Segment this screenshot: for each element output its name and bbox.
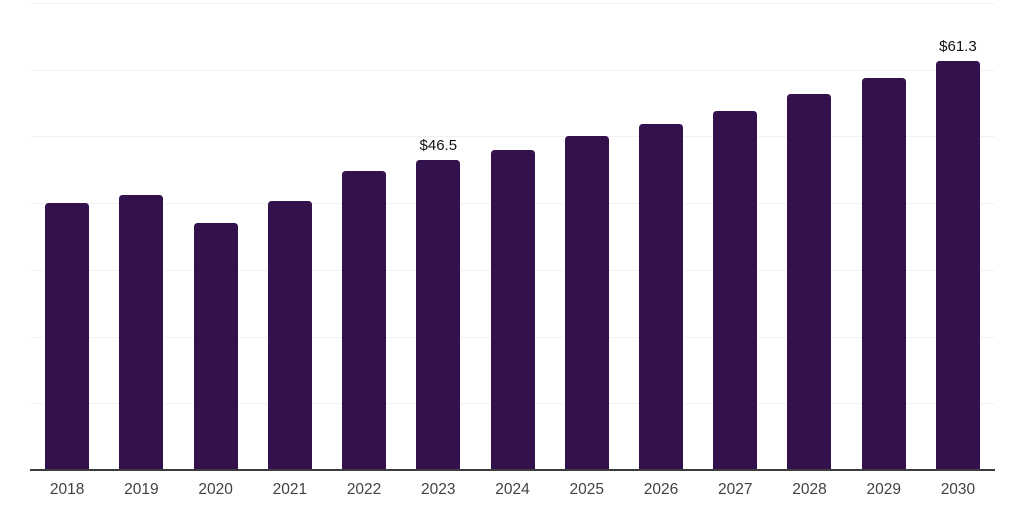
x-tick-2030: 2030 [940, 481, 976, 498]
value-label-2030: $61.3 [939, 38, 977, 56]
bar-slot-2024 [475, 3, 549, 470]
x-tick-2029: 2029 [866, 481, 901, 498]
x-tick-2028: 2028 [792, 481, 827, 498]
x-tick-2022: 2022 [346, 481, 382, 498]
bar-2024 [490, 149, 535, 470]
gridline-50 [30, 136, 995, 138]
x-tick-2018: 2018 [49, 481, 85, 498]
bar-2019 [119, 195, 164, 470]
bar-2020 [193, 222, 238, 470]
bar-slot-2029 [847, 3, 921, 470]
bar-slot-2022 [327, 3, 401, 470]
x-tick-2021: 2021 [272, 481, 308, 498]
bar-2018 [45, 203, 90, 470]
x-axis-labels: 2018 2019 2020 2021 2022 2023 2024 2025 2026 2027… [30, 482, 995, 498]
x-tick-2025: 2025 [569, 481, 604, 498]
x-tick-2020: 2020 [198, 481, 233, 498]
bar-2029 [861, 77, 906, 470]
bar-slot-2021 [253, 3, 327, 470]
bar-2023 [416, 159, 461, 470]
bar-2025 [564, 136, 609, 470]
bar-slot-2030: $61.3 [921, 3, 995, 470]
bar-slot-2019 [104, 3, 178, 470]
bar-slot-2027 [698, 3, 772, 470]
x-tick-2019: 2019 [124, 481, 159, 498]
bar-2026 [638, 124, 683, 470]
bar-2027 [713, 111, 758, 470]
bar-2021 [267, 200, 312, 470]
bar-2022 [342, 170, 387, 470]
bar-slot-2020 [178, 3, 252, 470]
x-tick-2024: 2024 [495, 481, 530, 498]
bar-slot-2018 [30, 3, 104, 470]
value-label-2023: $46.5 [419, 136, 458, 154]
bar-slot-2025 [550, 3, 624, 470]
gridline-60 [30, 69, 995, 71]
x-tick-2023: 2023 [421, 481, 456, 498]
gridline-70 [30, 3, 995, 4]
bar-2030 [935, 61, 980, 470]
bar-2028 [787, 94, 832, 470]
bar-slot-2023: $46.5 [401, 3, 475, 470]
plot-area: $46.5 $61.3 [30, 3, 995, 471]
x-tick-2026: 2026 [643, 481, 679, 498]
x-tick-2027: 2027 [717, 481, 753, 498]
bar-slot-2028 [772, 3, 846, 470]
bar-slot-2026 [624, 3, 698, 470]
x-axis-line [30, 469, 995, 471]
bars-container: $46.5 $61.3 [30, 3, 995, 470]
